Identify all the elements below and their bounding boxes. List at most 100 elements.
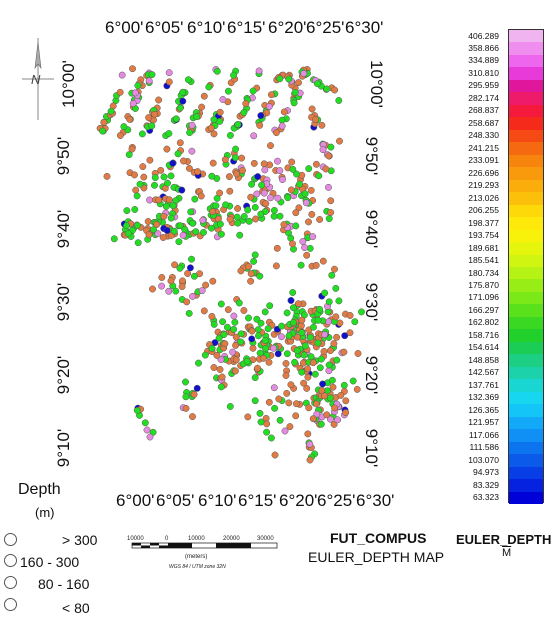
colorbar-swatch	[509, 491, 543, 505]
euler-point	[243, 357, 251, 365]
colorbar-swatch	[509, 104, 543, 118]
euler-point	[316, 216, 324, 223]
euler-point	[305, 165, 313, 173]
euler-point	[186, 129, 194, 137]
euler-point	[296, 180, 303, 188]
euler-point	[202, 281, 210, 289]
euler-point	[169, 159, 177, 167]
colorbar-value: 121.957	[468, 417, 499, 428]
euler-point	[139, 163, 147, 171]
euler-point	[148, 71, 156, 79]
euler-point	[250, 132, 258, 140]
euler-point	[213, 351, 221, 359]
bottom-tick-label: 6°10'	[198, 491, 237, 510]
colorbar-value: 233.091	[468, 155, 499, 166]
euler-point	[188, 255, 195, 263]
euler-point	[253, 190, 261, 198]
euler-point	[267, 194, 274, 202]
euler-point	[138, 130, 146, 138]
euler-point	[301, 342, 309, 350]
euler-point	[342, 397, 350, 405]
bottom-tick-label: 6°00'	[116, 491, 155, 510]
euler-point	[319, 146, 327, 154]
euler-point	[182, 393, 190, 401]
colorbar-swatch	[509, 167, 543, 181]
euler-point	[264, 325, 272, 333]
colorbar-value: 258.687	[468, 117, 499, 128]
euler-point	[167, 214, 175, 222]
euler-point	[303, 384, 311, 392]
euler-point	[322, 165, 330, 173]
euler-point	[179, 97, 187, 105]
colorbar-value: 63.323	[473, 492, 499, 503]
colorbar-value: 154.614	[468, 342, 499, 353]
legend-label-gt300: > 300	[62, 532, 98, 548]
euler-point	[231, 367, 239, 375]
euler-point	[208, 312, 216, 320]
colorbar-swatch	[509, 154, 543, 168]
euler-point	[295, 204, 303, 212]
colorbar-value: 406.289	[468, 30, 499, 41]
colorbar-value: 166.297	[468, 304, 499, 315]
euler-point	[210, 364, 218, 371]
colorbar-value: 282.174	[468, 92, 499, 103]
colorbar-swatch	[509, 67, 543, 81]
euler-point	[289, 304, 297, 312]
euler-point	[331, 404, 339, 412]
top-tick-label: 6°20'	[268, 18, 307, 37]
scale-label-0: 10000	[127, 536, 144, 542]
bottom-tick-label: 6°25'	[317, 491, 356, 510]
euler-point	[330, 340, 338, 348]
euler-point	[118, 71, 126, 79]
euler-point	[308, 210, 316, 218]
euler-point	[292, 222, 300, 230]
euler-point	[133, 407, 141, 414]
euler-point	[128, 145, 136, 153]
euler-point	[178, 283, 186, 291]
euler-point	[337, 391, 345, 399]
euler-point	[198, 103, 206, 111]
euler-point	[249, 344, 257, 352]
euler-point	[354, 350, 362, 357]
euler-point	[226, 403, 234, 410]
euler-point	[131, 89, 139, 97]
euler-point	[192, 228, 200, 236]
euler-point	[299, 359, 307, 367]
euler-point	[294, 300, 302, 308]
euler-point	[248, 327, 256, 335]
euler-point	[174, 150, 182, 158]
euler-point	[297, 261, 305, 269]
euler-point	[335, 97, 343, 104]
colorbar-swatch	[509, 129, 543, 143]
euler-point	[323, 85, 331, 93]
euler-point	[221, 156, 229, 164]
euler-point	[257, 418, 265, 426]
euler-point	[175, 238, 183, 246]
euler-point	[283, 350, 291, 358]
euler-point	[210, 320, 218, 328]
euler-point	[131, 206, 139, 213]
euler-point	[325, 215, 333, 223]
euler-point	[310, 323, 317, 331]
euler-point	[225, 173, 233, 181]
euler-point	[230, 325, 238, 333]
euler-point	[267, 91, 275, 99]
euler-point	[148, 122, 156, 130]
euler-point	[283, 389, 291, 397]
euler-point	[300, 70, 308, 77]
euler-point	[165, 78, 173, 86]
top-tick-label: 6°25'	[306, 18, 345, 37]
map-subtitle: EULER_DEPTH MAP	[308, 549, 445, 565]
euler-point	[132, 186, 140, 194]
euler-point	[179, 231, 187, 239]
euler-point	[179, 88, 187, 96]
euler-point	[217, 230, 225, 238]
euler-point	[210, 116, 218, 124]
euler-point	[287, 381, 295, 389]
colorbar-swatch	[509, 229, 543, 243]
euler-point	[134, 239, 142, 247]
euler-point	[226, 131, 234, 139]
euler-point	[224, 306, 232, 314]
colorbar-swatch	[509, 391, 543, 405]
euler-point	[100, 118, 108, 126]
